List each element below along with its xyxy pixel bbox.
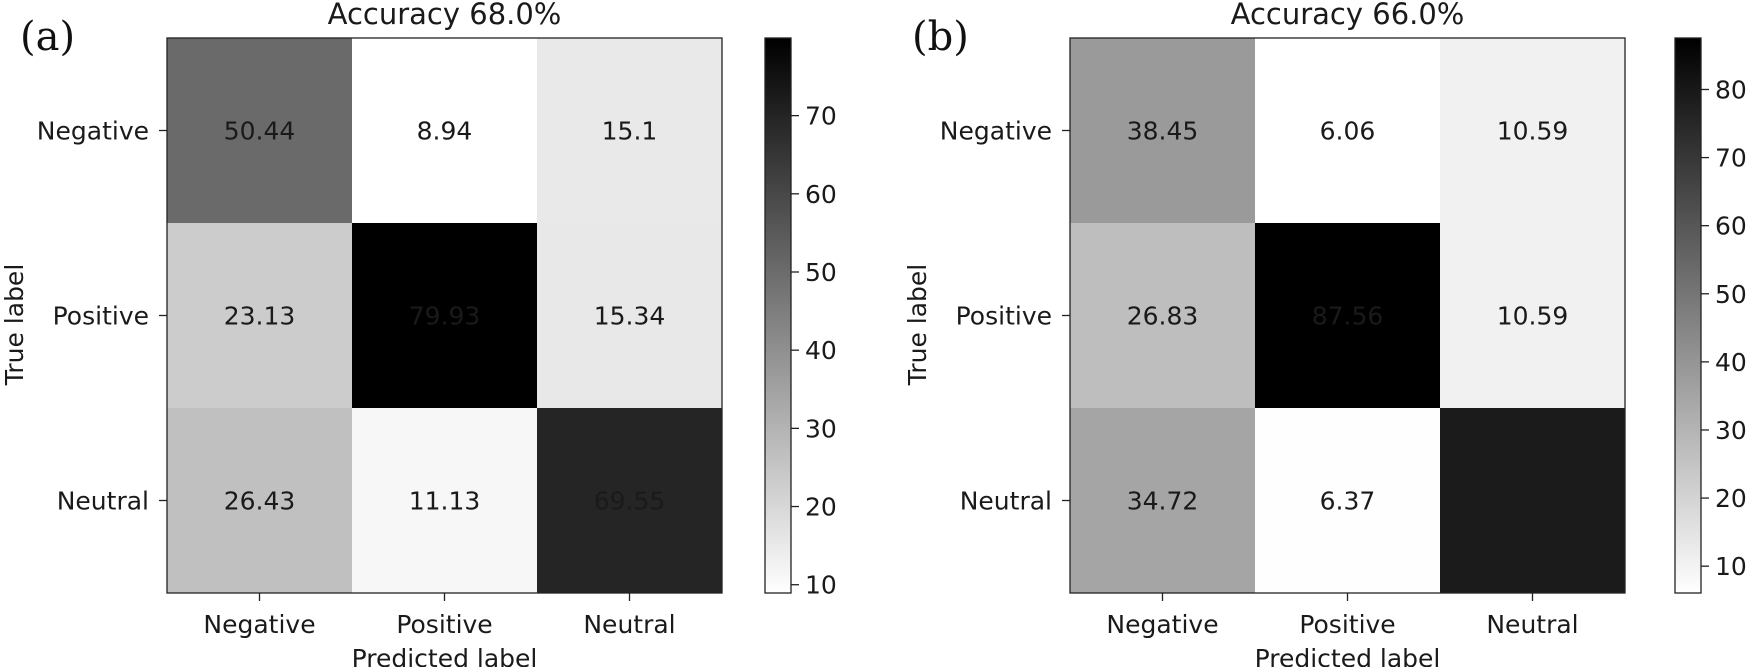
panel-b: (b) Accuracy 66.0% 38.45 6.06 10.59 26.83 87.5… [903,0,1747,667]
panel-a-x-tick-label: Negative [203,610,315,639]
panel-a-cell-2-1 [352,408,537,593]
panel-b-cell-label-0-0: 38.45 [1127,117,1199,146]
panel-b-title: Accuracy 66.0% [1231,0,1465,31]
panel-b-letter: (b) [912,14,969,60]
panel-b-y-tick-label: Positive [956,302,1052,331]
panel-b-cell-label-1-1: 87.56 [1312,302,1384,331]
panel-a-cell-0-2 [537,38,722,223]
panel-a-colorbar-tick-label: 50 [805,258,837,287]
panel-a-cell-label-0-2: 15.1 [602,117,658,146]
panel-a-cell-label-1-1: 79.93 [409,302,481,331]
panel-a-cell-label-2-1: 11.13 [409,487,481,516]
panel-a-letter: (a) [20,14,75,60]
panel-b-colorbar-tick-label: 40 [1715,348,1747,377]
panel-b-x-tick-label: Negative [1106,610,1218,639]
panel-a-cell-label-1-0: 23.13 [224,302,296,331]
panel-b-x-tick-label: Neutral [1486,610,1578,639]
panel-a-colorbar-tick-label: 70 [805,102,837,131]
panel-b-cell-0-0 [1070,38,1255,223]
panel-a-cell-2-2 [537,408,722,593]
panel-b-cell-label-2-1: 6.37 [1320,487,1376,516]
panel-a-cell-0-0 [167,38,352,223]
panel-a-x-tick-label: Neutral [583,610,675,639]
panel-b-cell-2-0 [1070,408,1255,593]
panel-b-colorbar-tick-label: 30 [1715,416,1747,445]
panel-a-colorbar-tick-label: 40 [805,336,837,365]
panel-a-y-tick-label: Neutral [57,487,149,516]
panel-a-cell-label-1-2: 15.34 [594,302,666,331]
panel-a-colorbar [764,37,792,594]
panel-a-cell-1-2 [537,223,722,408]
panel-a-y-axis-label: True label [0,264,29,387]
panel-b-cell-label-0-2: 10.59 [1497,117,1569,146]
panel-b-cell-1-2 [1440,223,1625,408]
panel-b-cell-label-1-2: 10.59 [1497,302,1569,331]
panel-b-colorbar-tick-label: 20 [1715,484,1747,513]
panel-b-cell-2-1 [1255,408,1440,593]
panel-a-y-tick-label: Negative [37,117,149,146]
panel-b-cell-2-2 [1440,408,1625,593]
panel-b-cell-1-0 [1070,223,1255,408]
panel-b-colorbar [1674,37,1702,594]
panel-a-colorbar-tick-label: 20 [805,493,837,522]
panel-a-x-axis-label: Predicted label [352,644,538,667]
panel-a-colorbar-tick-label: 10 [805,571,837,600]
panel-b-colorbar-tick-label: 10 [1715,552,1747,581]
panel-a-cell-label-2-2: 69.55 [594,487,666,516]
panel-b-x-axis-label: Predicted label [1255,644,1441,667]
panel-b-cell-label-2-2: 78.82 [1497,487,1569,516]
panel-a-colorbar-tick-label: 30 [805,414,837,443]
panel-b-cell-0-2 [1440,38,1625,223]
panel-b-colorbar-tick-label: 60 [1715,212,1747,241]
panel-a-y-tick-label: Positive [53,302,149,331]
panel-a-title: Accuracy 68.0% [328,0,562,31]
panel-b-colorbar-tick-label: 50 [1715,280,1747,309]
panel-b-y-tick-label: Negative [940,117,1052,146]
panel-b-colorbar-tick-label: 80 [1715,75,1747,104]
panel-a-colorbar-tick-label: 60 [805,180,837,209]
panel-b-cell-label-2-0: 34.72 [1127,487,1199,516]
panel-a-cell-1-0 [167,223,352,408]
panel-b-y-tick-label: Neutral [960,487,1052,516]
panel-a-cell-label-2-0: 26.43 [224,487,296,516]
panel-a-x-tick-label: Positive [396,610,492,639]
panel-b-cell-1-1 [1255,223,1440,408]
panel-b-y-axis-label: True label [903,264,932,387]
panel-a: (a) Accuracy 68.0% 50.44 8.94 15.1 23.13 79.93… [0,0,837,667]
panel-a-cell-2-0 [167,408,352,593]
panel-b-x-tick-label: Positive [1299,610,1395,639]
panel-a-cell-label-0-1: 8.94 [417,117,473,146]
panel-b-cell-label-1-0: 26.83 [1127,302,1199,331]
panel-b-colorbar-tick-label: 70 [1715,144,1747,173]
panel-b-cell-0-1 [1255,38,1440,223]
panel-a-cell-label-0-0: 50.44 [224,117,296,146]
panel-b-cell-label-0-1: 6.06 [1320,117,1376,146]
panel-a-cell-1-1 [352,223,537,408]
panel-a-cell-0-1 [352,38,537,223]
